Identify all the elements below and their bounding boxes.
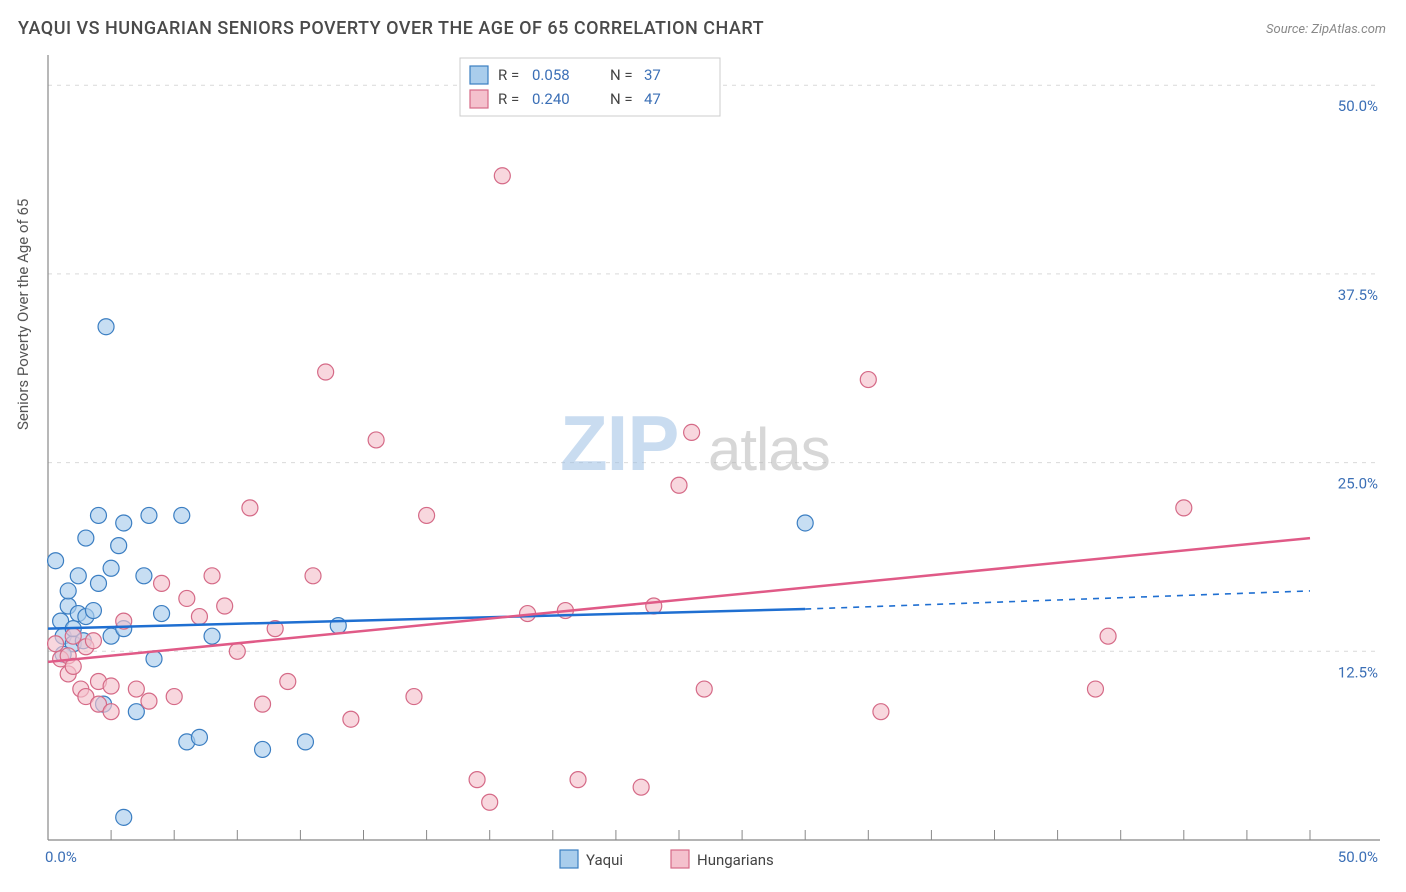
- data-point: [204, 628, 220, 644]
- source-label: Source: ZipAtlas.com: [1266, 22, 1386, 37]
- data-point: [1176, 500, 1192, 516]
- data-point: [98, 319, 114, 335]
- legend-swatch: [470, 66, 488, 84]
- legend-n-val: 37: [644, 66, 661, 84]
- data-point: [280, 673, 296, 689]
- data-point: [136, 568, 152, 584]
- data-point: [60, 583, 76, 599]
- data-point: [85, 603, 101, 619]
- data-point: [154, 606, 170, 622]
- data-point: [103, 678, 119, 694]
- data-point: [671, 477, 687, 493]
- data-point: [116, 515, 132, 531]
- data-point: [191, 729, 207, 745]
- data-point: [141, 693, 157, 709]
- legend-swatch: [560, 850, 578, 868]
- data-point: [78, 530, 94, 546]
- legend-swatch: [470, 90, 488, 108]
- data-point: [494, 168, 510, 184]
- legend-r-val: 0.058: [532, 66, 570, 84]
- legend-n-key: N =: [610, 90, 633, 108]
- data-point: [406, 689, 422, 705]
- data-point: [242, 500, 258, 516]
- legend-r-key: R =: [498, 90, 519, 108]
- data-point: [48, 636, 64, 652]
- legend-swatch: [671, 850, 689, 868]
- data-point: [48, 553, 64, 569]
- data-point: [696, 681, 712, 697]
- trend-line: [48, 538, 1310, 662]
- data-point: [217, 598, 233, 614]
- data-point: [154, 575, 170, 591]
- trend-line-extrapolated: [805, 591, 1310, 609]
- data-point: [85, 633, 101, 649]
- data-point: [305, 568, 321, 584]
- chart-title: YAQUI VS HUNGARIAN SENIORS POVERTY OVER …: [18, 18, 764, 39]
- x-origin-label: 0.0%: [45, 848, 77, 866]
- data-point: [174, 507, 190, 523]
- y-tick-label: 50.0%: [1338, 97, 1378, 115]
- data-point: [103, 704, 119, 720]
- scatter-chart: 12.5% 25.0% 37.5% 50.0% ZIP atlas 0.0% 50.0% R =…: [0, 0, 1406, 892]
- legend-r-key: R =: [498, 66, 519, 84]
- data-point: [191, 609, 207, 625]
- legend-label: Hungarians: [697, 851, 774, 869]
- data-point: [116, 809, 132, 825]
- data-point: [90, 507, 106, 523]
- data-point: [684, 424, 700, 440]
- data-point: [166, 689, 182, 705]
- data-point: [297, 734, 313, 750]
- y-tick-label: 12.5%: [1338, 663, 1378, 681]
- data-point: [70, 568, 86, 584]
- data-point: [179, 590, 195, 606]
- data-point: [1087, 681, 1103, 697]
- data-point: [141, 507, 157, 523]
- data-point: [90, 575, 106, 591]
- legend-n-key: N =: [610, 66, 633, 84]
- data-point: [229, 643, 245, 659]
- data-point: [343, 711, 359, 727]
- legend-label: Yaqui: [586, 851, 623, 869]
- data-point: [570, 772, 586, 788]
- y-tick-label: 25.0%: [1338, 475, 1378, 493]
- x-end-label: 50.0%: [1338, 848, 1378, 866]
- watermark-atlas: atlas: [708, 416, 830, 483]
- data-point: [419, 507, 435, 523]
- data-point: [482, 794, 498, 810]
- legend-r-val: 0.240: [532, 90, 570, 108]
- legend-n-val: 47: [644, 90, 661, 108]
- watermark-zip: ZIP: [560, 399, 678, 487]
- data-point: [111, 538, 127, 554]
- data-point: [255, 741, 271, 757]
- chart-wrapper: YAQUI VS HUNGARIAN SENIORS POVERTY OVER …: [0, 0, 1406, 892]
- data-point: [255, 696, 271, 712]
- y-axis-label: Seniors Poverty Over the Age of 65: [14, 199, 32, 430]
- data-point: [103, 560, 119, 576]
- data-point: [797, 515, 813, 531]
- data-point: [1100, 628, 1116, 644]
- data-point: [469, 772, 485, 788]
- data-point: [860, 372, 876, 388]
- data-point: [318, 364, 334, 380]
- data-point: [204, 568, 220, 584]
- data-point: [633, 779, 649, 795]
- data-point: [873, 704, 889, 720]
- y-tick-label: 37.5%: [1338, 286, 1378, 304]
- data-point: [128, 681, 144, 697]
- data-point: [368, 432, 384, 448]
